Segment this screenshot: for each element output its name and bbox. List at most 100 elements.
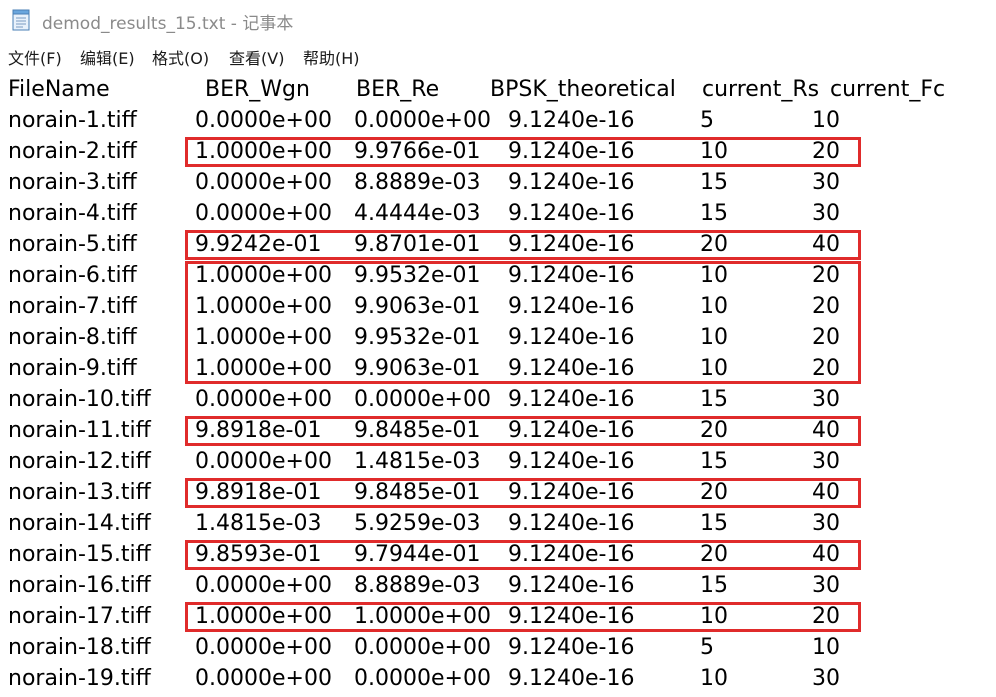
- ber-wgn-cell: 1.0000e+00: [195, 263, 332, 288]
- current-rs-cell: 20: [700, 542, 728, 567]
- text-editor-area[interactable]: FileName BER_Wgn BER_Re BPSK_theoretical cur…: [0, 72, 996, 697]
- ber-re-cell: 8.8889e-03: [354, 573, 481, 598]
- ber-wgn-cell: 9.8918e-01: [195, 480, 322, 505]
- bpsk-theoretical-cell: 9.1240e-16: [508, 635, 635, 660]
- bpsk-theoretical-cell: 9.1240e-16: [508, 511, 635, 536]
- ber-re-cell: 9.7944e-01: [354, 542, 481, 567]
- current-rs-cell: 15: [700, 201, 728, 226]
- filename-cell: norain-13.tiff: [8, 480, 151, 505]
- bpsk-theoretical-cell: 9.1240e-16: [508, 573, 635, 598]
- column-header: current_Fc: [830, 77, 946, 102]
- filename-cell: norain-16.tiff: [8, 573, 151, 598]
- filename-cell: norain-14.tiff: [8, 511, 151, 536]
- highlight-box: [185, 137, 861, 167]
- current-fc-cell: 30: [812, 170, 840, 195]
- current-fc-cell: 40: [812, 542, 840, 567]
- ber-wgn-cell: 0.0000e+00: [195, 108, 332, 133]
- filename-cell: norain-11.tiff: [8, 418, 151, 443]
- ber-wgn-cell: 0.0000e+00: [195, 573, 332, 598]
- current-fc-cell: 40: [812, 418, 840, 443]
- ber-wgn-cell: 9.8918e-01: [195, 418, 322, 443]
- current-fc-cell: 30: [812, 449, 840, 474]
- notepad-icon: [12, 9, 30, 31]
- filename-cell: norain-9.tiff: [8, 356, 137, 381]
- bpsk-theoretical-cell: 9.1240e-16: [508, 108, 635, 133]
- menu-format[interactable]: 格式(O): [152, 49, 210, 68]
- column-header: current_Rs: [702, 77, 820, 102]
- ber-re-cell: 0.0000e+00: [354, 108, 491, 133]
- highlight-box: [185, 230, 861, 260]
- bpsk-theoretical-cell: 9.1240e-16: [508, 387, 635, 412]
- menu-file[interactable]: 文件(F): [8, 49, 62, 68]
- current-fc-cell: 30: [812, 201, 840, 226]
- ber-re-cell: 0.0000e+00: [354, 666, 491, 691]
- current-rs-cell: 15: [700, 573, 728, 598]
- ber-re-cell: 5.9259e-03: [354, 511, 481, 536]
- ber-re-cell: 8.8889e-03: [354, 170, 481, 195]
- filename-cell: norain-12.tiff: [8, 449, 151, 474]
- ber-re-cell: 1.0000e+00: [354, 604, 491, 629]
- ber-re-cell: 9.9532e-01: [354, 263, 481, 288]
- ber-wgn-cell: 0.0000e+00: [195, 387, 332, 412]
- title-bar: demod_results_15.txt - 记事本: [0, 0, 996, 40]
- ber-re-cell: 9.8485e-01: [354, 480, 481, 505]
- ber-re-cell: 9.9532e-01: [354, 325, 481, 350]
- ber-wgn-cell: 9.9242e-01: [195, 232, 322, 257]
- bpsk-theoretical-cell: 9.1240e-16: [508, 418, 635, 443]
- bpsk-theoretical-cell: 9.1240e-16: [508, 325, 635, 350]
- ber-re-cell: 1.4815e-03: [354, 449, 481, 474]
- current-fc-cell: 20: [812, 139, 840, 164]
- ber-wgn-cell: 1.0000e+00: [195, 139, 332, 164]
- ber-wgn-cell: 1.0000e+00: [195, 604, 332, 629]
- ber-re-cell: 9.9063e-01: [354, 356, 481, 381]
- filename-cell: norain-7.tiff: [8, 294, 137, 319]
- current-rs-cell: 10: [700, 139, 728, 164]
- bpsk-theoretical-cell: 9.1240e-16: [508, 542, 635, 567]
- ber-re-cell: 9.9766e-01: [354, 139, 481, 164]
- filename-cell: norain-1.tiff: [8, 108, 137, 133]
- ber-re-cell: 9.8485e-01: [354, 418, 481, 443]
- highlight-box: [185, 602, 861, 632]
- current-fc-cell: 30: [812, 666, 840, 691]
- current-rs-cell: 10: [700, 263, 728, 288]
- menu-help[interactable]: 帮助(H): [303, 49, 360, 68]
- current-rs-cell: 10: [700, 604, 728, 629]
- highlight-box: [185, 540, 861, 570]
- bpsk-theoretical-cell: 9.1240e-16: [508, 480, 635, 505]
- bpsk-theoretical-cell: 9.1240e-16: [508, 294, 635, 319]
- menu-view[interactable]: 查看(V): [229, 49, 285, 68]
- highlight-box: [185, 478, 861, 508]
- current-rs-cell: 5: [700, 635, 714, 660]
- filename-cell: norain-6.tiff: [8, 263, 137, 288]
- current-fc-cell: 10: [812, 635, 840, 660]
- filename-cell: norain-19.tiff: [8, 666, 151, 691]
- filename-cell: norain-15.tiff: [8, 542, 151, 567]
- current-rs-cell: 5: [700, 108, 714, 133]
- filename-cell: norain-10.tiff: [8, 387, 151, 412]
- current-rs-cell: 20: [700, 480, 728, 505]
- current-fc-cell: 20: [812, 325, 840, 350]
- current-fc-cell: 20: [812, 294, 840, 319]
- current-rs-cell: 15: [700, 511, 728, 536]
- ber-wgn-cell: 0.0000e+00: [195, 449, 332, 474]
- column-header: BER_Re: [356, 77, 440, 102]
- ber-wgn-cell: 1.0000e+00: [195, 325, 332, 350]
- highlight-box: [185, 416, 861, 446]
- current-rs-cell: 10: [700, 356, 728, 381]
- current-fc-cell: 40: [812, 232, 840, 257]
- current-fc-cell: 30: [812, 511, 840, 536]
- column-header: BPSK_theoretical: [490, 77, 676, 102]
- bpsk-theoretical-cell: 9.1240e-16: [508, 356, 635, 381]
- current-rs-cell: 10: [700, 325, 728, 350]
- menu-edit[interactable]: 编辑(E): [80, 49, 135, 68]
- ber-wgn-cell: 1.0000e+00: [195, 294, 332, 319]
- filename-cell: norain-4.tiff: [8, 201, 137, 226]
- ber-wgn-cell: 1.0000e+00: [195, 356, 332, 381]
- bpsk-theoretical-cell: 9.1240e-16: [508, 170, 635, 195]
- bpsk-theoretical-cell: 9.1240e-16: [508, 604, 635, 629]
- current-fc-cell: 30: [812, 573, 840, 598]
- ber-wgn-cell: 0.0000e+00: [195, 635, 332, 660]
- current-rs-cell: 20: [700, 418, 728, 443]
- bpsk-theoretical-cell: 9.1240e-16: [508, 201, 635, 226]
- current-fc-cell: 30: [812, 387, 840, 412]
